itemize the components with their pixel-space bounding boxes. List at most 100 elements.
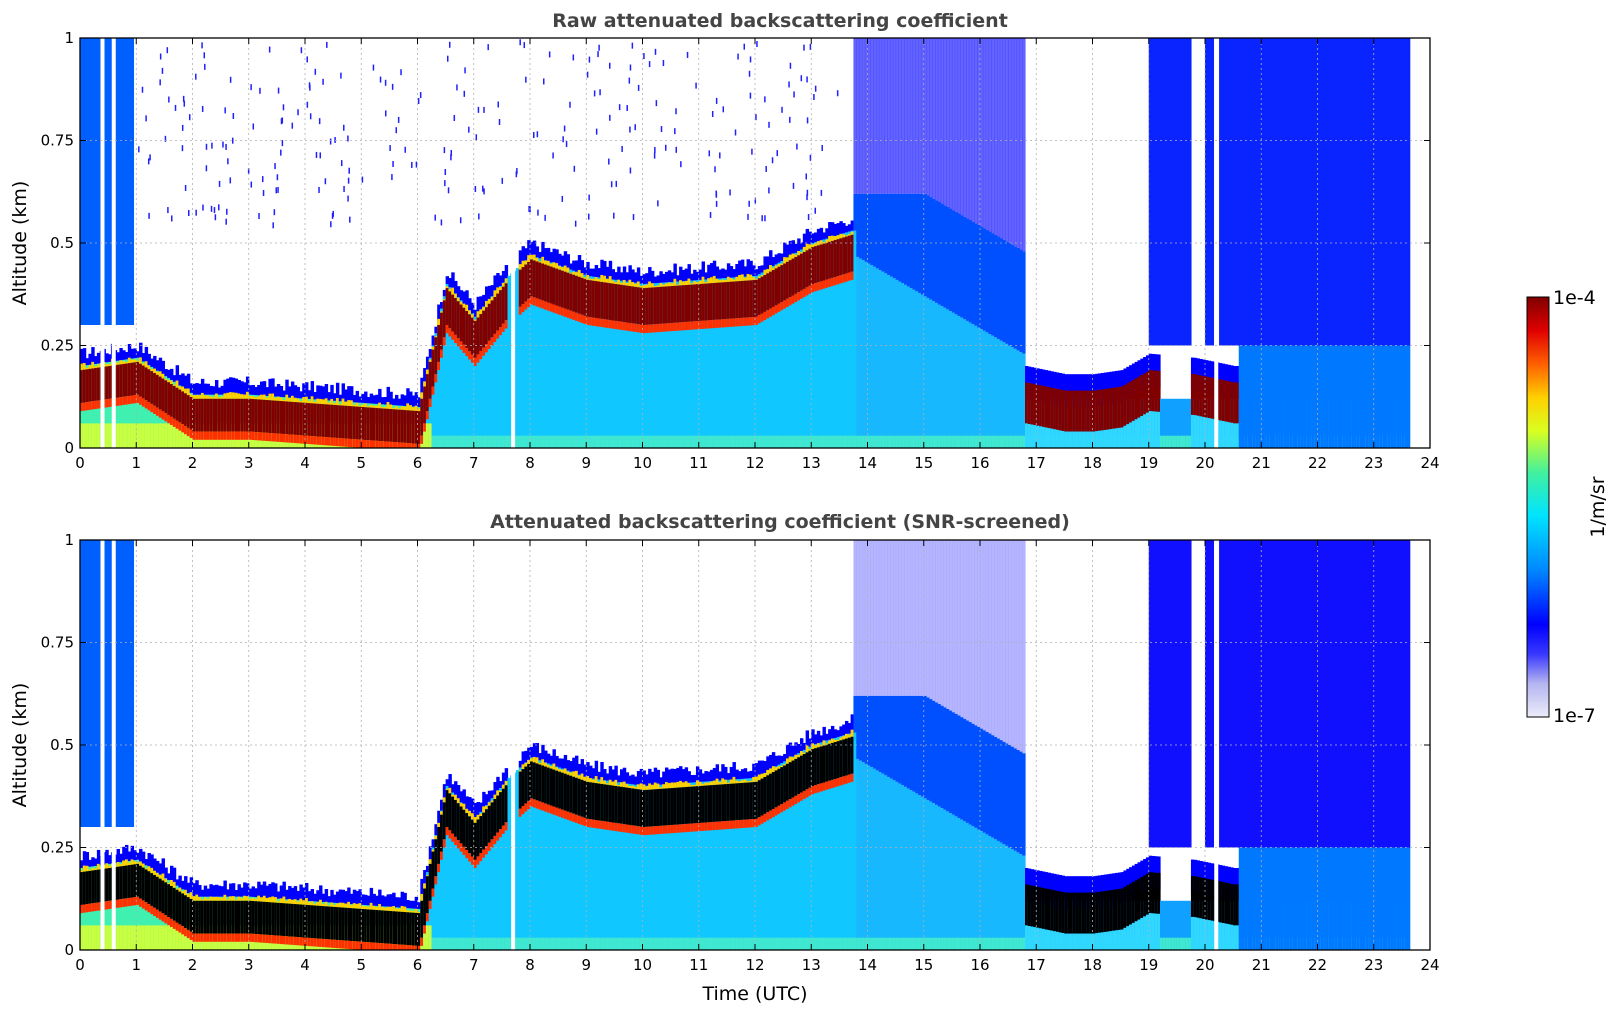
heatmap-cell [313, 893, 317, 902]
heatmap-cell [878, 193, 883, 271]
heatmap-cell [341, 405, 345, 439]
heatmap-cell [738, 435, 742, 448]
heatmap-cell [240, 398, 244, 432]
heatmap-cell [600, 277, 604, 448]
heatmap-cell [136, 896, 140, 905]
heatmap-cell [88, 401, 92, 410]
heatmap-cell [811, 743, 815, 750]
heatmap-cell [437, 863, 441, 873]
heatmap-cell [707, 279, 711, 448]
heatmap-cell [600, 435, 604, 448]
heatmap-cell [161, 373, 165, 379]
noise-pixel [404, 146, 406, 153]
heatmap-cell [887, 695, 891, 777]
heatmap-cell [1348, 38, 1352, 346]
heatmap-cell [614, 435, 618, 448]
heatmap-cell [800, 242, 804, 250]
heatmap-cell [830, 435, 835, 448]
heatmap-cell [462, 303, 466, 448]
heatmap-cell [1013, 348, 1018, 448]
heatmap-cell [459, 304, 464, 342]
heatmap-cell [946, 309, 950, 448]
noise-pixel [634, 124, 636, 131]
heatmap-cell [605, 773, 610, 781]
heatmap-cell [653, 324, 658, 333]
heatmap-cell [704, 781, 708, 950]
heatmap-cell [811, 243, 815, 448]
heatmap-cell [186, 427, 191, 437]
heatmap-cell [659, 286, 663, 324]
heatmap-cell [684, 280, 689, 286]
heatmap-cell [777, 768, 781, 806]
noise-pixel [459, 217, 462, 224]
heatmap-cell [1370, 38, 1375, 346]
x-tick-label: 0 [75, 454, 85, 472]
panel-screened-title: Attenuated backscattering coefficient (S… [490, 511, 1070, 533]
heatmap-cell [1210, 377, 1215, 419]
heatmap-cell [476, 354, 480, 363]
heatmap-cell [454, 781, 458, 796]
heatmap-cell [746, 782, 750, 820]
noise-pixel [203, 52, 206, 59]
heatmap-cell [943, 435, 947, 448]
heatmap-cell [569, 761, 573, 772]
heatmap-cell [133, 359, 137, 363]
heatmap-cell [389, 441, 393, 448]
heatmap-cell [555, 755, 559, 767]
heatmap-cell [1100, 389, 1105, 431]
heatmap-cell [1078, 390, 1082, 432]
heatmap-cell [898, 281, 902, 448]
heatmap-cell [1174, 38, 1178, 346]
noise-pixel [565, 141, 568, 148]
heatmap-cell [417, 902, 421, 909]
heatmap-cell [1207, 377, 1212, 419]
heatmap-cell [1025, 382, 1029, 424]
heatmap-cell [558, 769, 562, 772]
heatmap-cell [181, 391, 185, 425]
heatmap-cell [482, 435, 486, 448]
heatmap-cell [524, 803, 528, 812]
heatmap-cell [456, 435, 461, 448]
panel-raw-y-axis-label: Altitude (km) [9, 181, 31, 306]
heatmap-cell [842, 776, 846, 785]
heatmap-cell [364, 906, 368, 910]
heatmap-cell [425, 925, 430, 950]
heatmap-cell [313, 903, 317, 906]
heatmap-cell [1190, 414, 1195, 448]
heatmap-cell [878, 540, 883, 696]
x-tick-label: 1 [131, 454, 141, 472]
heatmap-cell [490, 802, 495, 840]
heatmap-cell [319, 385, 323, 400]
heatmap-cell [760, 937, 765, 950]
heatmap-cell [712, 319, 717, 329]
noise-pixel [340, 72, 342, 79]
heatmap-cell [870, 193, 874, 266]
heatmap-cell [310, 905, 315, 939]
heatmap-cell [122, 396, 126, 405]
heatmap-cell [240, 900, 244, 934]
heatmap-cell [884, 937, 888, 950]
heatmap-cell [965, 218, 970, 321]
heatmap-cell [170, 368, 174, 380]
heatmap-cell [783, 754, 787, 762]
heatmap-cell [755, 937, 759, 950]
heatmap-cell [600, 259, 604, 278]
heatmap-cell [760, 272, 765, 448]
heatmap-cell [465, 808, 469, 950]
heatmap-cell [279, 903, 284, 936]
heatmap-cell [690, 280, 694, 448]
heatmap-cell [591, 779, 596, 783]
heatmap-cell [788, 799, 793, 808]
heatmap-cell [710, 263, 714, 280]
heatmap-cell [361, 894, 365, 905]
heatmap-cell [1334, 38, 1338, 346]
heatmap-cell [940, 808, 945, 950]
heatmap-cell [82, 38, 87, 325]
heatmap-cell [628, 785, 632, 789]
heatmap-cell [383, 441, 388, 448]
heatmap-cell [147, 925, 151, 950]
heatmap-cell [454, 937, 458, 950]
heatmap-cell [217, 897, 222, 901]
heatmap-cell [769, 267, 773, 448]
heatmap-cell [892, 435, 897, 448]
